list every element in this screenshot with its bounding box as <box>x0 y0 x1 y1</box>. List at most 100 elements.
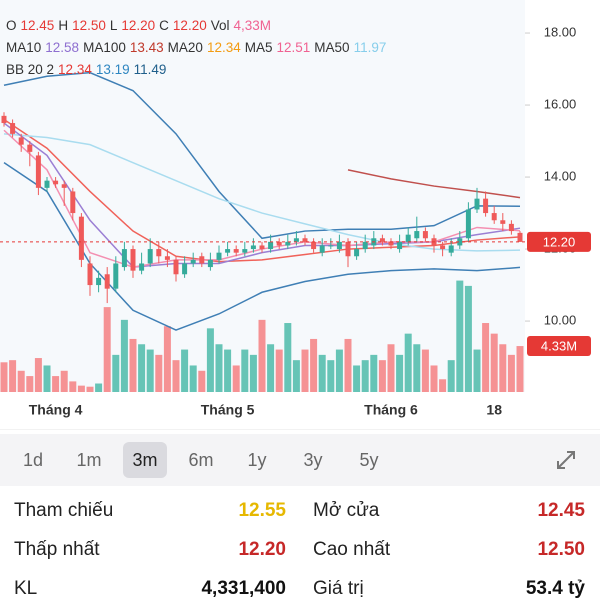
range-tab[interactable]: 1m <box>76 450 102 470</box>
candle-body <box>440 245 446 250</box>
candle-body <box>78 216 84 260</box>
volume-bar <box>17 370 25 392</box>
volume-bar <box>34 358 42 392</box>
stat-value: 12.50 <box>537 539 585 560</box>
x-tick-label: Tháng 6 <box>364 402 418 418</box>
legend-value: 13.43 <box>129 40 164 55</box>
legend-label: H <box>58 18 69 33</box>
candle-body <box>422 231 428 239</box>
legend-value: 11.49 <box>133 62 167 77</box>
volume-bar <box>499 344 507 392</box>
range-tab[interactable]: 6m <box>188 450 214 470</box>
legend-label: MA5 <box>244 40 273 55</box>
volume-bar <box>516 346 524 392</box>
volume-bar <box>86 386 94 392</box>
candle-body <box>1 115 7 124</box>
candle-body <box>268 241 274 250</box>
volume-bar <box>310 338 318 392</box>
range-tab[interactable]: 3m <box>123 442 167 478</box>
volume-bar <box>456 280 464 392</box>
candle-body <box>397 241 403 250</box>
volume-bar <box>421 349 429 392</box>
expand-icon[interactable] <box>554 448 578 472</box>
legend-label: MA10 <box>6 40 42 55</box>
volume-bar <box>181 349 189 392</box>
volume-bar <box>26 376 34 392</box>
price-tag-label: 12.20 <box>543 234 576 249</box>
indicator-line <box>3 71 521 240</box>
volume-bar <box>138 344 146 392</box>
candle-body <box>173 259 179 275</box>
x-tick-label: 18 <box>486 402 502 418</box>
candle-body <box>388 241 394 246</box>
candle-body <box>500 220 506 224</box>
stat-value: 12.55 <box>238 500 286 521</box>
candle-body <box>10 123 16 134</box>
legend-row: BB 20 2 12.34 13.19 11.49 <box>6 62 170 77</box>
stat-value: 12.20 <box>238 539 286 560</box>
volume-bar <box>507 354 515 392</box>
volume-bar <box>292 360 300 392</box>
candle-body <box>70 191 76 214</box>
candle-body <box>130 249 136 271</box>
legend-label: Vol <box>210 18 230 33</box>
candle-body <box>405 234 411 242</box>
candle-body <box>491 213 497 221</box>
legend-value: 4,33M <box>233 18 272 33</box>
volume-bar <box>482 323 490 392</box>
range-tab[interactable]: 3y <box>303 450 323 470</box>
range-tab[interactable]: 1y <box>247 450 267 470</box>
candle-body <box>139 263 145 271</box>
volume-bar <box>327 360 335 392</box>
legend-label: MA50 <box>314 40 350 55</box>
legend-value: 12.34 <box>206 40 241 55</box>
range-tab[interactable]: 5y <box>359 450 379 470</box>
legend-label: O <box>6 18 17 33</box>
candle-body <box>35 155 41 188</box>
volume-bar <box>43 365 51 392</box>
volume-bar <box>146 349 154 392</box>
legend-value: 12.20 <box>121 18 156 33</box>
volume-bar <box>172 360 180 392</box>
volume-bar <box>464 285 472 392</box>
candle-body <box>293 238 299 242</box>
legend-value: 12.34 <box>58 62 92 77</box>
candle-body <box>53 180 59 185</box>
volume-bar <box>52 376 60 392</box>
volume-bar <box>155 354 163 392</box>
volume-bar <box>275 349 283 392</box>
candle-body <box>250 245 256 250</box>
legend-value: 12.20 <box>172 18 207 33</box>
stat-value: 4,331,400 <box>201 578 286 599</box>
range-tabs: 1d 1m 3m 6m 1y 3y 5y <box>0 434 600 486</box>
volume-bar <box>129 338 137 392</box>
candle-body <box>121 249 127 268</box>
volume-bar <box>112 354 120 392</box>
volume-bar <box>249 354 257 392</box>
candle-body <box>508 223 514 232</box>
candle-body <box>379 238 385 242</box>
volume-bar <box>301 349 309 392</box>
stat-label: Tham chiếu <box>14 500 114 521</box>
stat-label: Giá trị <box>313 578 364 599</box>
volume-bar <box>344 338 352 392</box>
legend-label: MA20 <box>167 40 203 55</box>
candle-body <box>216 252 222 260</box>
candle-body <box>182 263 188 275</box>
legend-value: 12.51 <box>276 40 311 55</box>
y-tick-label: 14.00 <box>544 168 577 183</box>
candle-body <box>517 232 523 242</box>
range-tab[interactable]: 1d <box>22 450 44 470</box>
candle-body <box>18 137 24 145</box>
y-tick-label: 18.00 <box>544 24 577 39</box>
candle-body <box>345 241 351 257</box>
indicator-line <box>347 169 521 199</box>
candle-body <box>233 249 239 253</box>
volume-bar <box>361 360 369 392</box>
volume-bar <box>60 370 68 392</box>
volume-tag <box>527 336 591 357</box>
legend-label: BB 20 2 <box>6 62 55 77</box>
candle-body <box>457 238 463 246</box>
